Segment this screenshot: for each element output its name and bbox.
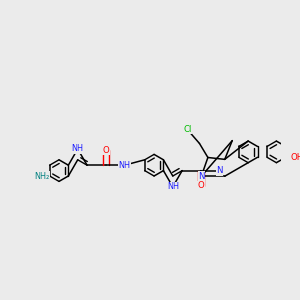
Text: NH: NH	[72, 145, 84, 154]
Text: Cl: Cl	[183, 125, 191, 134]
Text: OH: OH	[290, 153, 300, 162]
Text: NH: NH	[167, 182, 179, 191]
Text: NH: NH	[118, 161, 130, 170]
Text: N: N	[198, 172, 205, 181]
Text: N: N	[216, 166, 223, 175]
Text: O: O	[197, 181, 204, 190]
Text: O: O	[102, 146, 109, 155]
Text: NH₂: NH₂	[34, 172, 50, 181]
